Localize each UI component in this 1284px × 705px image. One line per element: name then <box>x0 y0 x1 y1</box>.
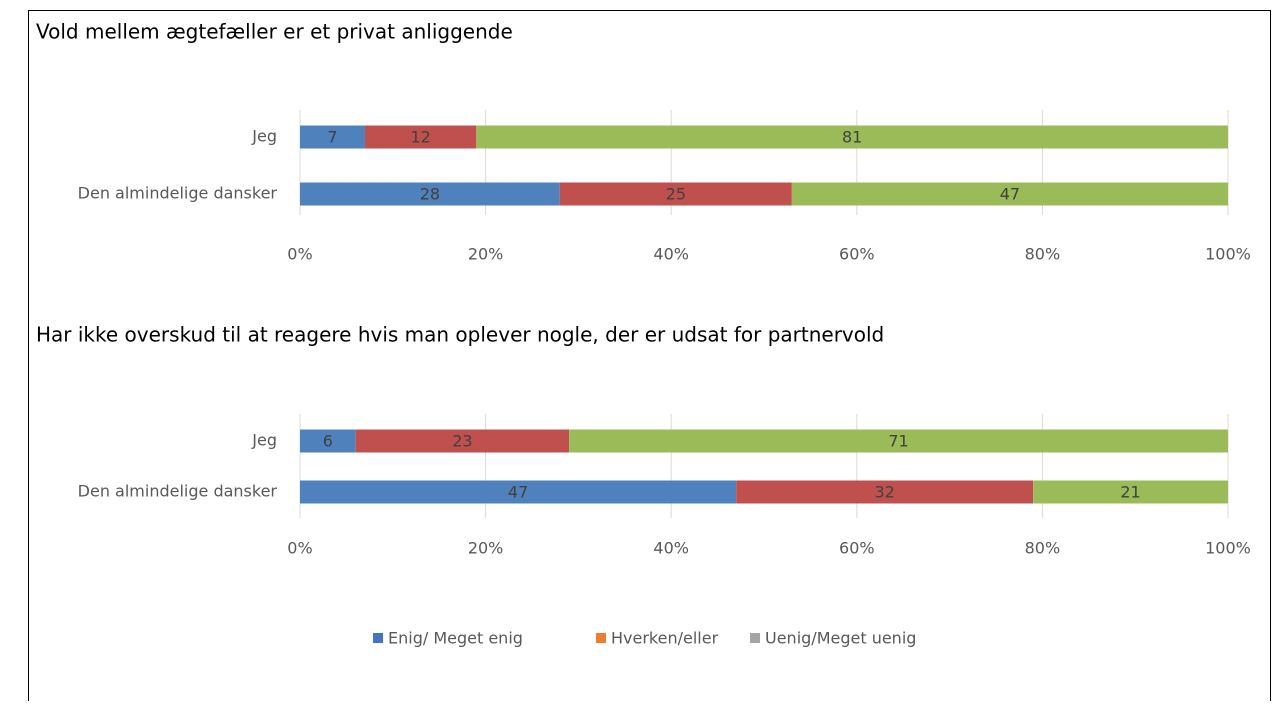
bar <box>476 125 1228 149</box>
x-tick-label: 80% <box>1025 539 1061 558</box>
data-label: 81 <box>842 128 862 147</box>
x-tick-label: 60% <box>839 245 875 264</box>
data-label: 12 <box>410 128 430 147</box>
x-tick-label: 20% <box>468 245 504 264</box>
x-tick-label: 0% <box>287 245 312 264</box>
data-label: 6 <box>323 432 333 451</box>
bar <box>300 182 560 206</box>
bar <box>364 125 477 149</box>
y-tick-label: Jeg <box>251 431 277 450</box>
legend-swatch <box>596 633 606 643</box>
bar <box>300 125 365 149</box>
x-tick-label: 100% <box>1205 245 1251 264</box>
legend-swatch <box>750 633 760 643</box>
bar <box>559 182 792 206</box>
y-tick-label: Jeg <box>251 127 277 146</box>
chart-title: Har ikke overskud til at reagere hvis ma… <box>36 323 884 347</box>
legend-label: Uenig/Meget uenig <box>765 629 916 648</box>
data-label: 7 <box>327 128 337 147</box>
bar <box>300 480 737 504</box>
bar <box>736 480 1034 504</box>
chart-title: Vold mellem ægtefæller er et privat anli… <box>36 20 513 44</box>
y-tick-label: Den almindelige dansker <box>78 184 278 203</box>
data-label: 25 <box>666 185 686 204</box>
data-label: 47 <box>1000 185 1020 204</box>
legend-swatch <box>373 633 383 643</box>
x-tick-label: 100% <box>1205 539 1251 558</box>
x-tick-label: 40% <box>653 539 689 558</box>
data-label: 47 <box>508 483 528 502</box>
x-tick-label: 40% <box>653 245 689 264</box>
legend-label: Hverken/eller <box>611 629 719 648</box>
x-tick-label: 60% <box>839 539 875 558</box>
bar <box>1033 480 1228 504</box>
x-tick-label: 20% <box>468 539 504 558</box>
data-label: 23 <box>452 432 472 451</box>
y-tick-label: Den almindelige dansker <box>78 482 278 501</box>
x-tick-label: 0% <box>287 539 312 558</box>
data-label: 21 <box>1120 483 1140 502</box>
legend-label: Enig/ Meget enig <box>388 629 523 648</box>
bar <box>355 429 570 453</box>
data-label: 28 <box>420 185 440 204</box>
bar <box>300 429 356 453</box>
bar <box>569 429 1228 453</box>
data-label: 71 <box>888 432 908 451</box>
data-label: 32 <box>874 483 894 502</box>
bar <box>791 182 1228 206</box>
x-tick-label: 80% <box>1025 245 1061 264</box>
frame <box>28 10 1271 705</box>
